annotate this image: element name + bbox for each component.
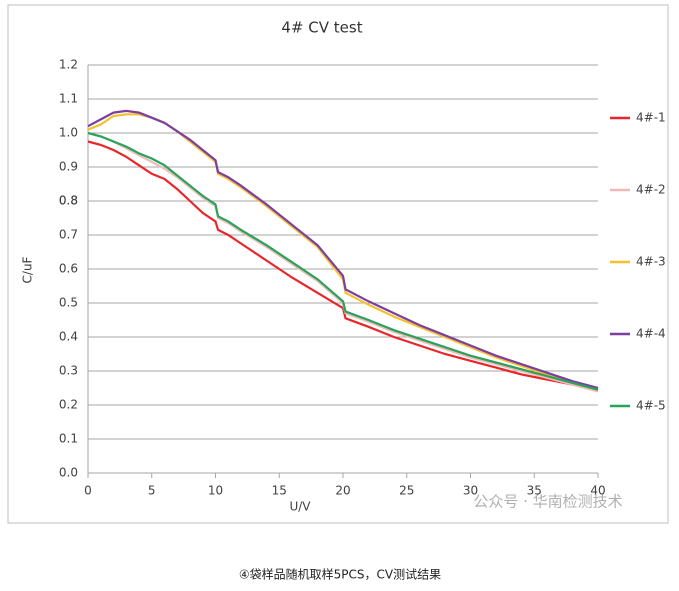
- x-tick-label: 30: [463, 484, 478, 498]
- y-tick-label: 1.2: [59, 58, 78, 72]
- legend-label: 4#-1: [636, 111, 666, 125]
- y-tick-label: 0.4: [59, 330, 78, 344]
- y-tick-label: 0.8: [59, 194, 78, 208]
- series-line: [87, 140, 599, 391]
- legend-label: 4#-4: [636, 327, 666, 341]
- series-line: [87, 131, 599, 391]
- x-tick-label: 25: [399, 484, 414, 498]
- x-tick-label: 20: [335, 484, 350, 498]
- y-tick-label: 1.1: [59, 92, 78, 106]
- y-tick-label: 0.8: [59, 194, 78, 208]
- x-tick-label: 40: [590, 484, 605, 498]
- legend-label: 4#-3: [636, 255, 666, 269]
- x-axis-label: U/V: [289, 500, 311, 514]
- y-tick-label: 1.0: [59, 126, 78, 140]
- chart-frame: [7, 4, 669, 524]
- caption: ④袋样品随机取样5PCS，CV测试结果: [239, 567, 441, 582]
- y-tick-label: 0.2: [59, 398, 78, 412]
- y-tick-label: 0.7: [59, 228, 78, 242]
- legend-label: 4#-5: [636, 399, 666, 413]
- chart-title: 4# CV test: [281, 19, 362, 37]
- legend-label: 4#-2: [636, 183, 666, 197]
- watermark: 公众号 · 华南检测技术: [473, 493, 622, 511]
- x-tick-label: 35: [527, 484, 542, 498]
- series-line: [87, 109, 599, 390]
- x-tick-label: 10: [208, 484, 223, 498]
- y-tick-label: 0.9: [59, 160, 78, 174]
- y-axis-label: C/uF: [21, 256, 35, 283]
- y-tick-label: 0.3: [59, 364, 78, 378]
- x-tick-label: 0: [84, 484, 92, 498]
- x-tick-label: 5: [148, 484, 156, 498]
- y-tick-label: 0.5: [59, 296, 78, 310]
- x-tick-label: 15: [272, 484, 287, 498]
- series-line: [87, 131, 599, 393]
- y-tick-label: 0.0: [59, 466, 78, 480]
- y-tick-label: 0.6: [59, 262, 78, 276]
- y-tick-label: 0.1: [59, 432, 78, 446]
